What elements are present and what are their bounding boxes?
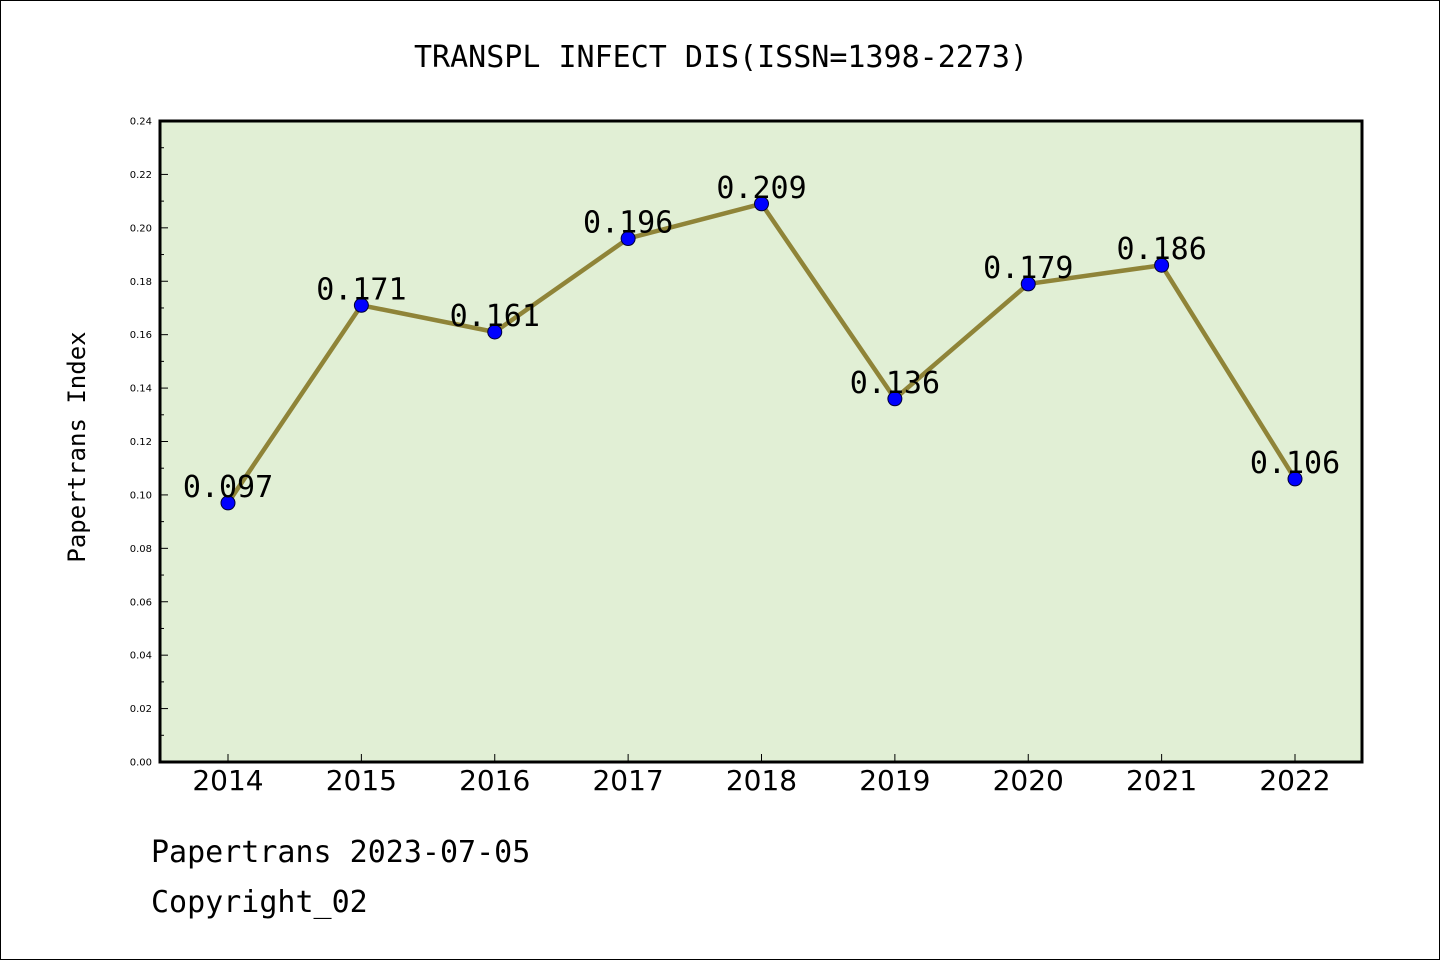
- x-tick-label: 2015: [326, 764, 397, 797]
- data-point-marker: [1020, 276, 1036, 292]
- data-series: [220, 196, 1303, 511]
- y-tick-label: 0.06: [130, 597, 152, 608]
- y-tick-label: 0.02: [130, 704, 152, 715]
- data-point-marker: [620, 231, 636, 247]
- y-tick-label: 0.24: [130, 117, 152, 128]
- x-tick-label: 2019: [859, 764, 930, 797]
- footer-copyright-text: Copyright_02: [151, 885, 368, 920]
- data-value-label: 0.196: [583, 206, 673, 241]
- x-axis: 2014 2015 2016 2017 2018 2019 2020 2021 2022: [192, 754, 1331, 797]
- data-value-label: 0.209: [716, 171, 806, 206]
- data-value-label: 0.106: [1250, 446, 1340, 481]
- x-tick-label: 2018: [726, 764, 797, 797]
- data-point-marker: [220, 495, 236, 511]
- y-tick-label: 0.10: [130, 490, 152, 501]
- x-tick-label: 2017: [592, 764, 663, 797]
- y-tick-label: 0.14: [130, 384, 152, 395]
- data-point-marker: [487, 324, 503, 340]
- x-tick-label: 2021: [1126, 764, 1197, 797]
- data-point-marker: [1154, 257, 1170, 273]
- data-value-label: 0.097: [183, 470, 273, 505]
- data-labels: 0.097 0.171 0.161 0.196 0.209 0.136 0.179 0.186…: [183, 171, 1340, 505]
- x-tick-label: 2022: [1259, 764, 1330, 797]
- y-tick-label: 0.20: [130, 223, 152, 234]
- data-point-marker: [887, 391, 903, 407]
- x-tick-label: 2020: [993, 764, 1064, 797]
- footer-date-text: Papertrans 2023-07-05: [151, 835, 531, 870]
- x-tick-label: 2014: [192, 764, 263, 797]
- y-tick-label: 0.00: [130, 758, 152, 769]
- data-value-label: 0.171: [316, 272, 406, 307]
- x-tick-label: 2016: [459, 764, 530, 797]
- plot-area: [158, 119, 1364, 764]
- y-tick-label: 0.04: [130, 651, 152, 662]
- y-axis: 0.00 0.02 0.04 0.06 0.08 0.10 0.12 0.14 0.16 0.18…: [130, 117, 168, 769]
- data-value-label: 0.136: [850, 366, 940, 401]
- data-point-marker: [754, 196, 769, 212]
- data-point-marker: [353, 297, 369, 313]
- data-value-label: 0.161: [450, 299, 540, 334]
- y-tick-label: 0.08: [130, 544, 152, 555]
- chart-title: TRANSPL INFECT DIS(ISSN=1398-2273): [414, 40, 1028, 75]
- y-tick-label: 0.12: [130, 437, 152, 448]
- data-value-label: 0.186: [1116, 232, 1206, 267]
- y-tick-label: 0.18: [130, 277, 152, 288]
- data-value-label: 0.179: [983, 251, 1073, 286]
- y-tick-label: 0.22: [130, 170, 152, 181]
- data-point-marker: [1287, 471, 1303, 487]
- y-axis-label: Papertrans Index: [63, 331, 91, 562]
- y-tick-label: 0.16: [130, 330, 152, 341]
